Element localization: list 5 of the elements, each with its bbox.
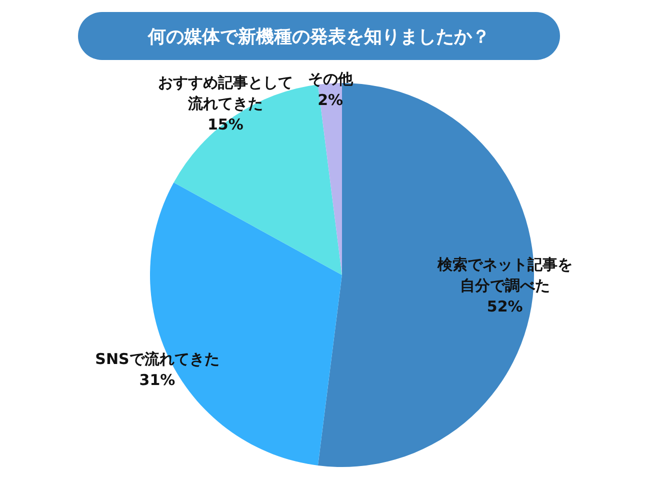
data-label: 2% [318,90,344,109]
data-label: 52% [486,297,523,316]
chart-title: 何の媒体で新機種の発表を知りましたか？ [147,26,490,48]
slice-label: その他 [308,70,354,88]
data-label: 31% [139,370,176,389]
